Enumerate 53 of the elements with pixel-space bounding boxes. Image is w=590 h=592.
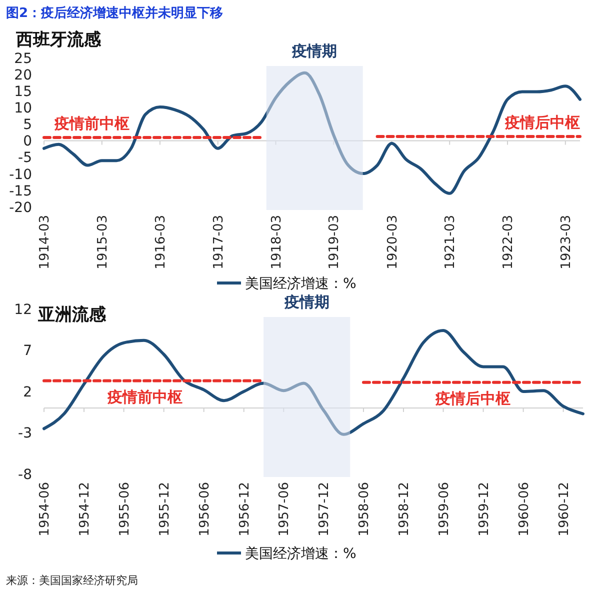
x-tick-label: 1957-06 <box>277 482 292 536</box>
x-tick-label: 1920-03 <box>385 215 400 270</box>
series-label: 疫情前中枢 <box>53 114 130 133</box>
x-tick-label: 1954-12 <box>78 482 93 536</box>
y-tick-label: 20 <box>14 67 32 84</box>
x-tick-label: 1957-12 <box>317 482 332 536</box>
y-tick-label: 2 <box>23 384 32 400</box>
y-tick-label: 7 <box>23 343 32 360</box>
y-tick-label: 10 <box>14 100 32 117</box>
x-tick-label: 1914-03 <box>38 215 53 270</box>
x-tick-label: 1923-03 <box>558 215 574 270</box>
chart-title: 亚洲流感 <box>37 305 107 325</box>
x-tick-label: 1958-12 <box>397 482 412 536</box>
x-tick-label: 1956-06 <box>197 482 212 536</box>
x-tick-label: 1959-12 <box>476 482 492 536</box>
y-tick-label: -5 <box>18 150 32 166</box>
x-tick-label: 1960-12 <box>556 482 572 536</box>
series-label: 疫情后中枢 <box>504 114 580 132</box>
source-note: 来源：美国国家经济研究局 <box>6 574 138 587</box>
x-tick-label: 1955-06 <box>117 482 132 536</box>
x-tick-label: 1921-03 <box>443 215 458 270</box>
x-tick-label: 1959-06 <box>436 482 452 536</box>
y-tick-label: 25 <box>14 50 32 67</box>
x-tick-label: 1918-03 <box>269 215 284 270</box>
y-tick-label: 15 <box>14 84 32 100</box>
series-label: 疫情前中枢 <box>106 388 182 406</box>
x-tick-label: 1916-03 <box>154 215 169 270</box>
y-tick-label: -10 <box>9 166 32 183</box>
line-series <box>42 328 584 436</box>
chart-title: 图2：疫后经济增速中枢并未明显下移 <box>6 5 224 21</box>
y-tick-label: 0 <box>23 134 32 150</box>
x-tick-label: 1960-06 <box>516 482 532 536</box>
y-tick-label: 5 <box>23 117 32 134</box>
x-tick-label: 1917-03 <box>211 215 226 270</box>
legend-label: 美国经济增速：% <box>245 546 356 562</box>
y-tick-label: -20 <box>9 200 32 216</box>
chart-subtitle: 西班牙流感 <box>15 30 102 50</box>
x-tick-label: 1956-12 <box>237 482 252 536</box>
line-series <box>42 71 582 195</box>
x-tick-label: 1915-03 <box>95 215 110 270</box>
y-tick-label: 12 <box>14 302 32 318</box>
x-tick-label: 1919-03 <box>327 215 342 270</box>
x-tick-label: 1922-03 <box>501 215 516 270</box>
x-tick-label: 1958-06 <box>357 482 372 536</box>
legend-label: 美国经济增速：% <box>245 276 356 292</box>
x-tick-label: 1955-12 <box>157 482 172 536</box>
series-label: 疫情后中枢 <box>434 390 511 408</box>
x-tick-label: 1954-06 <box>38 482 53 536</box>
band-label: 疫情期 <box>283 293 330 311</box>
y-tick-label: -15 <box>9 183 32 200</box>
band-label: 疫情期 <box>291 42 338 60</box>
y-tick-label: -3 <box>18 426 32 442</box>
y-tick-label: -8 <box>18 466 32 483</box>
